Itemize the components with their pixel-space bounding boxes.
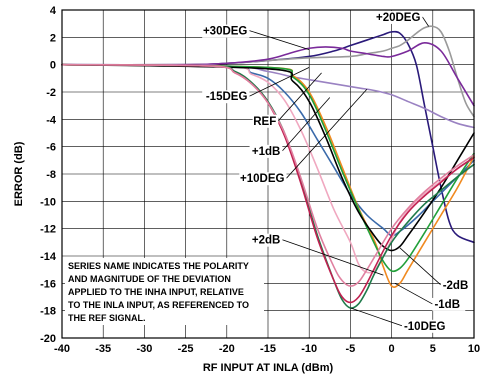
callout-label: -2dB: [443, 280, 469, 292]
x-tick-label: -30: [136, 343, 152, 355]
callout-label-bg: [401, 319, 450, 333]
callout-leader: [422, 16, 430, 27]
callout-3: -15DEG: [202, 67, 310, 104]
series-layer: [61, 25, 475, 309]
callout-label: REF: [253, 116, 276, 128]
annotation-note: SERIES NAME INDICATES THE POLARITY AND MA…: [65, 258, 264, 325]
x-axis-title: RF INPUT AT INLA (dBm): [203, 362, 334, 374]
x-tick-label: -15: [260, 343, 276, 355]
callout-leader: [394, 282, 433, 305]
callout-10: -10DEG: [350, 307, 450, 333]
y-axis-title: ERROR (dB): [13, 141, 25, 206]
callout-label: -15DEG: [206, 91, 248, 103]
x-tick-label: 0: [389, 343, 395, 355]
annotation-line: AND MAGNITUDE OF THE DEVIATION: [68, 274, 231, 284]
callout-label-bg: [249, 144, 283, 158]
x-tick-label: -25: [178, 343, 194, 355]
callout-leader: [286, 88, 368, 179]
callout-label: -10DEG: [404, 321, 446, 333]
callout-label-bg: [202, 90, 250, 104]
y-tick-label: -20: [40, 333, 56, 345]
x-tick-label: -20: [219, 343, 235, 355]
callout-label-bg: [432, 297, 466, 311]
y-tick-label: -10: [40, 196, 56, 208]
series-line-10: [61, 63, 475, 309]
callout-leader: [350, 307, 403, 327]
callout-label: +30DEG: [203, 26, 247, 38]
callout-label-bg: [252, 114, 279, 128]
y-tick-label: -8: [46, 169, 56, 181]
series-line-12: [61, 63, 475, 287]
callout-6: +10DEG: [239, 88, 368, 186]
callout-label-bg: [375, 10, 423, 24]
callout-1: +20DEG: [375, 10, 430, 27]
callout-label: +20DEG: [376, 12, 420, 24]
annotation-bg: [65, 258, 264, 325]
callout-label: +10DEG: [240, 173, 284, 185]
x-tick-labels: -40 -35 -30 -25 -20 -15 -10 -5 0 5 10: [54, 343, 480, 355]
x-tick-label: -40: [54, 343, 70, 355]
callout-7: +2dB: [249, 233, 384, 276]
callout-label-bg: [202, 24, 250, 38]
y-tick-label: -6: [46, 142, 56, 154]
callout-leader: [249, 30, 310, 51]
callout-leader: [282, 239, 384, 276]
callout-label: +1dB: [252, 146, 280, 158]
annotation-line: SERIES NAME INDICATES THE POLARITY: [68, 261, 249, 271]
x-tick-label: -10: [301, 343, 317, 355]
callout-label-bg: [440, 278, 474, 292]
y-tick-label: -18: [40, 306, 56, 318]
plot-frame: [61, 9, 475, 339]
callout-label: +2dB: [252, 235, 280, 247]
callout-5: +1dB: [249, 97, 331, 158]
callout-leader: [399, 247, 441, 286]
annotation-line: APPLIED TO THE INHA INPUT, RELATIVE: [68, 287, 244, 297]
y-tick-label: -14: [40, 251, 57, 263]
y-tick-label: 2: [50, 32, 56, 44]
callout-leader: [277, 72, 322, 122]
callout-2: +30DEG: [202, 24, 310, 51]
annotation-line: TO THE INLA INPUT, AS REFERENCED TO: [68, 300, 249, 310]
y-tick-label: -2: [46, 87, 56, 99]
callout-9: -1dB: [394, 282, 466, 311]
callout-label-bg: [249, 233, 283, 247]
callout-layer: +20DEG +30DEG -15DEG REF +1dB +10DEG +2dB -2dB -…: [202, 10, 474, 333]
callout-label-bg: [239, 172, 287, 186]
y-tick-label: -4: [46, 114, 57, 126]
callout-4: REF: [252, 72, 322, 128]
y-tick-label: 0: [50, 60, 56, 72]
y-tick-label: -16: [40, 278, 56, 290]
annotation-line: THE REF SIGNAL.: [68, 313, 146, 323]
y-tick-label: -12: [40, 224, 56, 236]
x-tick-label: 5: [430, 343, 436, 355]
y-tick-label: 4: [50, 5, 57, 17]
x-tick-label: -5: [346, 343, 356, 355]
x-tick-label: -35: [95, 343, 111, 355]
callout-leader: [282, 97, 331, 152]
x-tick-label: 10: [468, 343, 480, 355]
series-line-3: [61, 42, 475, 107]
y-tick-labels: 4 2 0 -2 -4 -6 -8 -10 -12 -14 -16 -18 -20: [40, 5, 57, 345]
callout-leader: [249, 67, 310, 97]
series-line-9: [61, 63, 475, 252]
series-line-4: [61, 63, 475, 129]
callout-8: -2dB: [399, 247, 474, 292]
callout-label: -1dB: [434, 299, 460, 311]
